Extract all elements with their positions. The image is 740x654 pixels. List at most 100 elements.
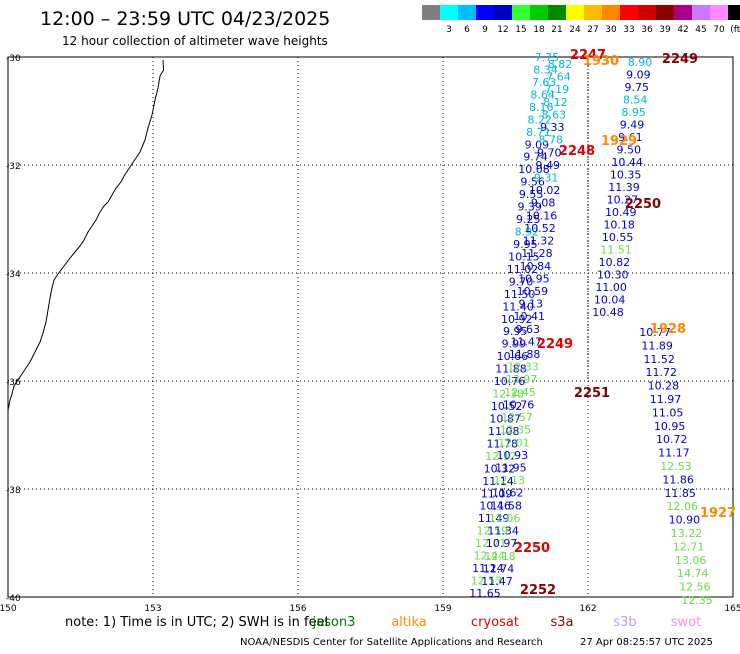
wave-height-label: 9.55 xyxy=(519,188,544,201)
wave-height-label: 11.08 xyxy=(488,425,520,438)
colorbar-swatch xyxy=(476,5,494,20)
wave-height-label: 8.22 xyxy=(528,113,553,126)
wave-height-label: 13.06 xyxy=(675,554,707,567)
wave-height-label: 9.49 xyxy=(620,119,645,132)
wave-height-label: 10.27 xyxy=(607,194,639,207)
colorbar-label: 30 xyxy=(605,25,617,35)
pass-time-label: 2250 xyxy=(514,541,550,556)
colorbar-label: 42 xyxy=(677,25,688,35)
colorbar-swatch xyxy=(458,5,476,20)
wave-height-label: 9.13 xyxy=(519,298,544,311)
wave-height-label: 10.32 xyxy=(484,462,516,475)
colorbar-swatch xyxy=(602,5,620,20)
wave-height-label: 12.33 xyxy=(507,361,539,374)
lon-tick-label: 150 xyxy=(0,604,17,614)
axis-tick-labels: 150 153 156 159 162 165 -30 -32 -34 -36 -38 -40 xyxy=(0,54,740,614)
lat-tick-label: -38 xyxy=(6,486,21,496)
wave-height-label: 10.35 xyxy=(610,169,642,182)
colorbar-unit: (ft) xyxy=(730,25,740,35)
wave-height-label: 9.33 xyxy=(540,121,565,134)
map-subtitle: 12 hour collection of altimeter wave hei… xyxy=(62,34,328,48)
wave-height-label: 11.89 xyxy=(641,339,673,352)
wave-height-label: 10.82 xyxy=(599,256,631,269)
wave-height-label: 10.52 xyxy=(524,222,556,235)
colorbar-swatch xyxy=(620,5,638,20)
footer-timestamp: 27 Apr 08:25:57 UTC 2025 xyxy=(580,637,713,648)
wave-height-label: 11.78 xyxy=(487,437,519,450)
colorbar-swatch xyxy=(530,5,548,20)
mission-legend-item: s3a xyxy=(550,615,573,630)
colorbar-label: 6 xyxy=(464,25,470,35)
lon-tick-label: 165 xyxy=(724,604,740,614)
wave-height-label: 11.02 xyxy=(507,263,539,276)
wave-height-label: 9.74 xyxy=(523,151,548,164)
wave-height-label: 10.28 xyxy=(648,380,680,393)
wave-height-label: 9.95 xyxy=(503,325,528,338)
wave-height-label: 10.16 xyxy=(526,209,558,222)
wave-height-label: 7.64 xyxy=(546,71,571,84)
wave-height-label: 11.97 xyxy=(650,393,682,406)
wave-height-label: 10.44 xyxy=(611,156,643,169)
wave-height-label: 9.09 xyxy=(626,69,651,82)
wave-height-label: 12.13 xyxy=(494,474,526,487)
colorbar-swatch xyxy=(566,5,584,20)
wave-height-label: 10.97 xyxy=(486,537,518,550)
pass-time-label: 2249 xyxy=(537,337,573,352)
lat-tick-label: -36 xyxy=(6,378,21,388)
wave-height-label: 8.90 xyxy=(628,56,653,69)
wave-height-label: 8.92 xyxy=(515,226,540,239)
wave-height-label: 9.31 xyxy=(534,171,559,184)
wave-height-label: 11.50 xyxy=(504,288,536,301)
wave-height-label: 10.49 xyxy=(605,206,637,219)
colorbar-swatch xyxy=(674,5,692,20)
wave-height-label: 11.24 xyxy=(472,562,504,575)
wave-height-label: 8.78 xyxy=(539,134,564,147)
wave-height-label: 10.66 xyxy=(497,350,529,363)
wave-height-label: 11.52 xyxy=(643,353,675,366)
mission-legend-item: cryosat xyxy=(471,615,519,630)
colorbar-swatch xyxy=(584,5,602,20)
wave-height-label: 9.95 xyxy=(513,238,538,251)
colorbar-label: 24 xyxy=(569,25,581,35)
wave-height-label: 11.40 xyxy=(502,300,534,313)
wave-height-label: 7.75 xyxy=(535,51,560,64)
colorbar-swatch xyxy=(710,5,728,20)
wave-height-label: 12.12 xyxy=(485,450,517,463)
wave-height-label: 14.74 xyxy=(677,567,709,580)
wave-height-label: 11.58 xyxy=(490,499,522,512)
pass-time-label: 1930 xyxy=(583,54,619,69)
graticule xyxy=(8,57,733,597)
pass-time-label: 1928 xyxy=(650,322,686,337)
pass-time-label: 2247 xyxy=(570,48,606,63)
footer-credit: NOAA/NESDIS Center for Satellite Applica… xyxy=(240,637,543,648)
wave-height-label: 10.93 xyxy=(497,449,529,462)
wave-height-label: 11.09 xyxy=(481,487,513,500)
wave-height-label: 10.41 xyxy=(514,310,546,323)
wave-height-label: 9.70 xyxy=(509,275,534,288)
wave-height-label: 12.18 xyxy=(484,550,516,563)
wave-height-label: 8.95 xyxy=(621,106,646,119)
wave-height-label: 10.59 xyxy=(517,285,549,298)
wave-height-label: 11.05 xyxy=(652,406,684,419)
colorbar-swatch xyxy=(494,5,512,20)
colorbar-label: 9 xyxy=(482,25,488,35)
wave-height-label: 9.39 xyxy=(517,201,542,214)
wave-height-label: 12.35 xyxy=(500,424,532,437)
wave-height-label: 7.63 xyxy=(532,76,557,89)
wave-height-label: 11.88 xyxy=(495,363,527,376)
wave-height-label: 12.06 xyxy=(667,500,699,513)
colorbar-swatch xyxy=(548,5,566,20)
wave-height-label: 10.84 xyxy=(520,260,552,273)
wave-height-label: 9.50 xyxy=(617,144,642,157)
colorbar-label: 39 xyxy=(659,25,671,35)
colorbar-swatch xyxy=(728,5,740,20)
wave-height-label: 10.76 xyxy=(494,375,526,388)
wave-height-label: 12.44 xyxy=(474,550,506,563)
lon-tick-label: 159 xyxy=(434,604,451,614)
wave-height-label: 11.85 xyxy=(664,487,696,500)
wave-height-label: 9.49 xyxy=(535,159,560,172)
wave-height-label: 12.45 xyxy=(504,386,536,399)
wave-height-label: 12.59 xyxy=(476,525,508,538)
